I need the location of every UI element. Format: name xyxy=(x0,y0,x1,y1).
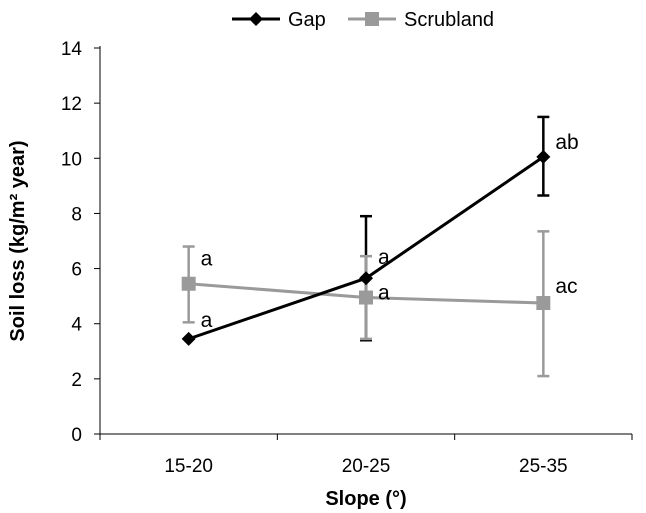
significance-label: a xyxy=(201,248,213,271)
y-tick-label: 12 xyxy=(61,94,82,115)
significance-label: a xyxy=(378,282,390,305)
y-tick-label: 10 xyxy=(61,149,82,170)
data-point-gap xyxy=(359,271,373,286)
legend-marker-scrubland xyxy=(365,12,379,26)
data-point-gap xyxy=(181,331,196,346)
y-tick-label: 0 xyxy=(71,425,82,446)
significance-label: a xyxy=(201,309,213,332)
data-point-gap xyxy=(536,149,551,164)
y-axis-title: Soil loss (kg/m² year) xyxy=(7,140,29,341)
y-tick-label: 14 xyxy=(61,39,83,60)
legend-marker-gap xyxy=(249,12,263,26)
y-tick-label: 8 xyxy=(71,204,82,225)
significance-label: ac xyxy=(555,275,577,298)
legend-label-scrubland: Scrubland xyxy=(404,9,494,31)
data-point-scrubland xyxy=(359,290,373,305)
significance-label: a xyxy=(378,246,390,269)
data-point-scrubland xyxy=(181,276,196,291)
axes: 0 2 4 6 8 10 12 14 15-20 20-25 25-35 xyxy=(61,39,633,477)
x-tick-label: 25-35 xyxy=(519,456,568,477)
x-tick-label: 20-25 xyxy=(342,456,391,477)
significance-label: ab xyxy=(555,131,578,154)
legend: Gap Scrubland xyxy=(232,9,494,31)
x-tick-label: 15-20 xyxy=(164,456,213,477)
data-point-scrubland xyxy=(536,296,551,311)
y-tick-label: 4 xyxy=(71,315,82,336)
error-bars xyxy=(182,115,550,378)
y-tick-label: 2 xyxy=(71,370,82,391)
legend-label-gap: Gap xyxy=(288,9,326,31)
series-markers xyxy=(181,149,551,346)
y-tick-label: 6 xyxy=(71,260,82,281)
x-axis-title: Slope (°) xyxy=(325,488,406,510)
